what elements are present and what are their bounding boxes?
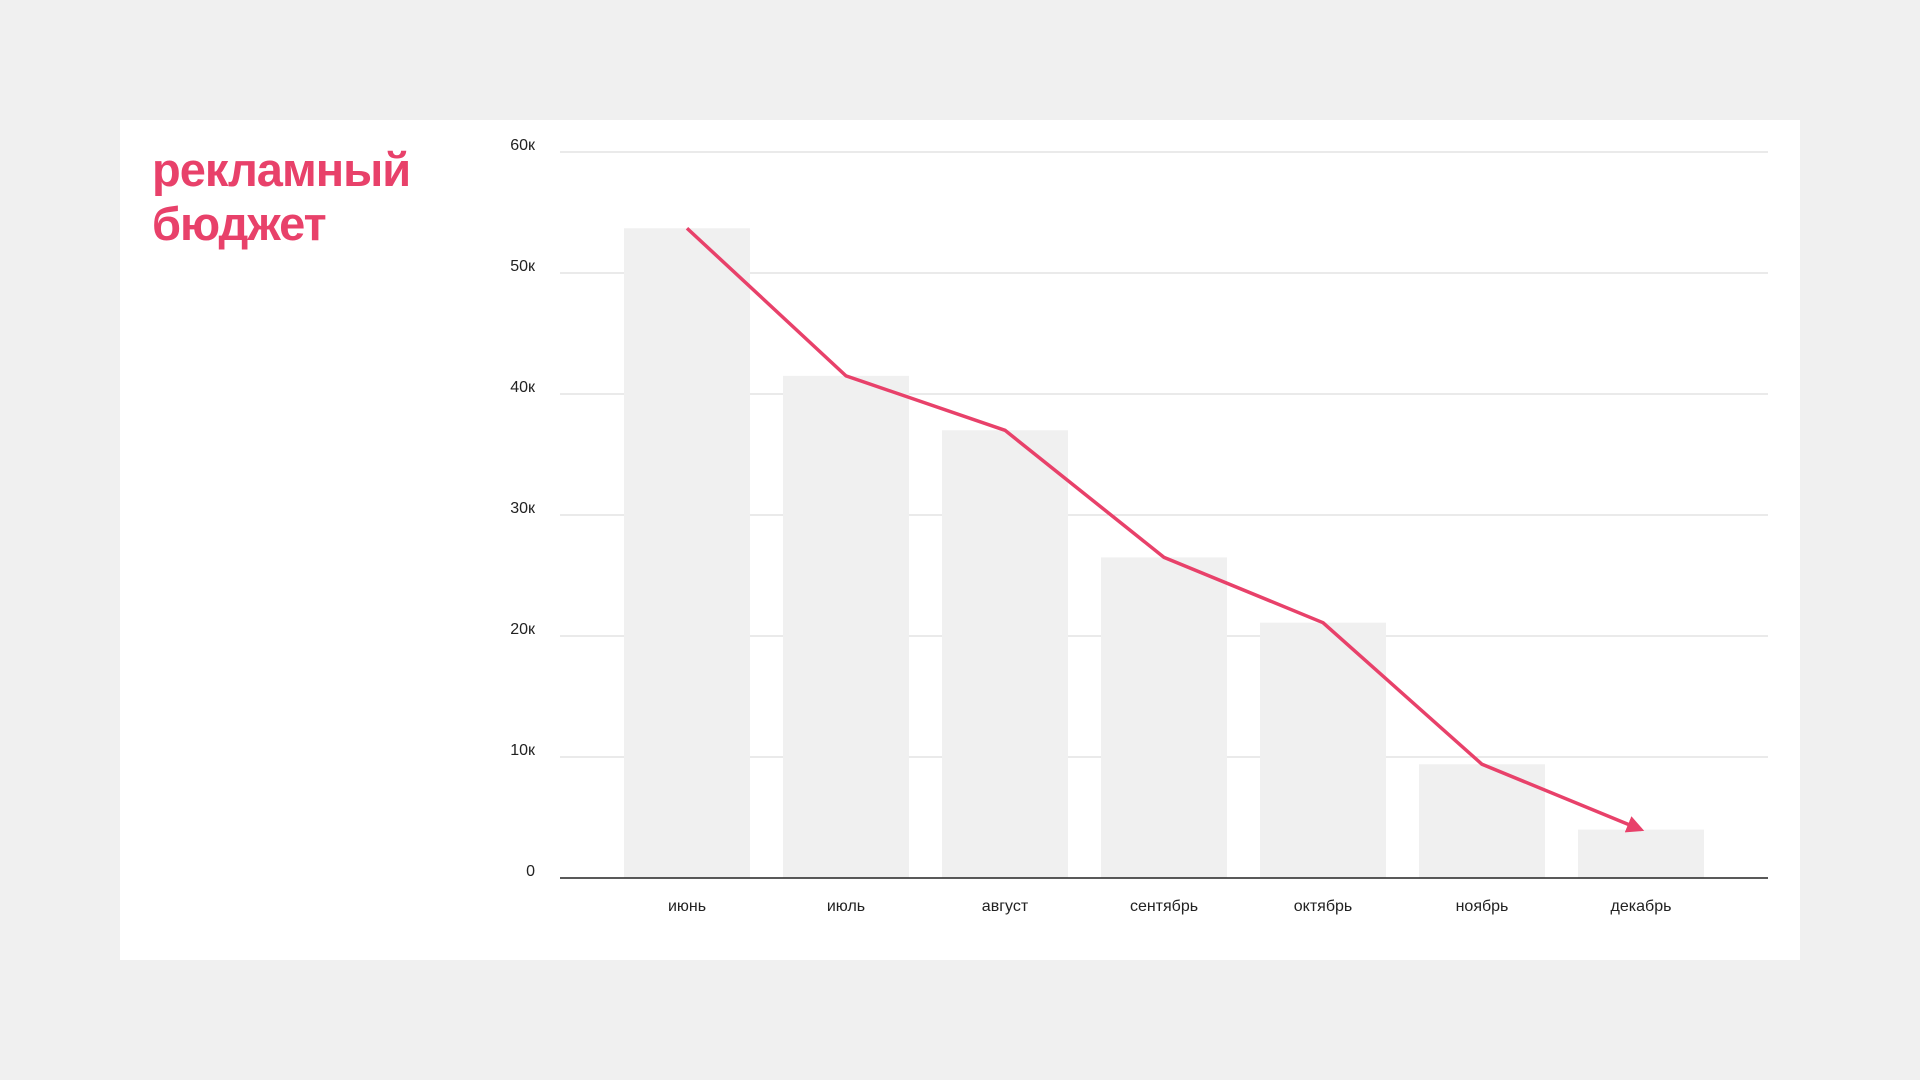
- x-tick-label: декабрь: [1611, 898, 1672, 915]
- bar: [1101, 557, 1227, 878]
- y-tick-label: 30к: [510, 500, 536, 517]
- x-tick-label: сентябрь: [1130, 898, 1198, 915]
- x-tick-label: июнь: [668, 898, 706, 915]
- bar: [783, 375, 909, 878]
- chart-title: рекламный бюджет: [152, 143, 411, 250]
- x-tick-label: октябрь: [1294, 898, 1352, 915]
- y-tick-label: 50к: [510, 258, 536, 275]
- y-tick-label: 60к: [510, 137, 536, 154]
- trend-line: [685, 226, 1645, 833]
- bar: [942, 430, 1068, 878]
- y-tick-label: 40к: [510, 379, 536, 396]
- y-tick-label: 20к: [510, 621, 536, 638]
- x-tick-label: ноябрь: [1456, 898, 1509, 915]
- bar: [1578, 829, 1704, 878]
- x-tick-label: август: [982, 898, 1029, 915]
- bar: [1260, 622, 1386, 878]
- y-tick-label: 0: [526, 863, 535, 880]
- bar: [624, 228, 750, 879]
- x-tick-label: июль: [827, 898, 865, 915]
- y-tick-label: 10к: [510, 742, 536, 759]
